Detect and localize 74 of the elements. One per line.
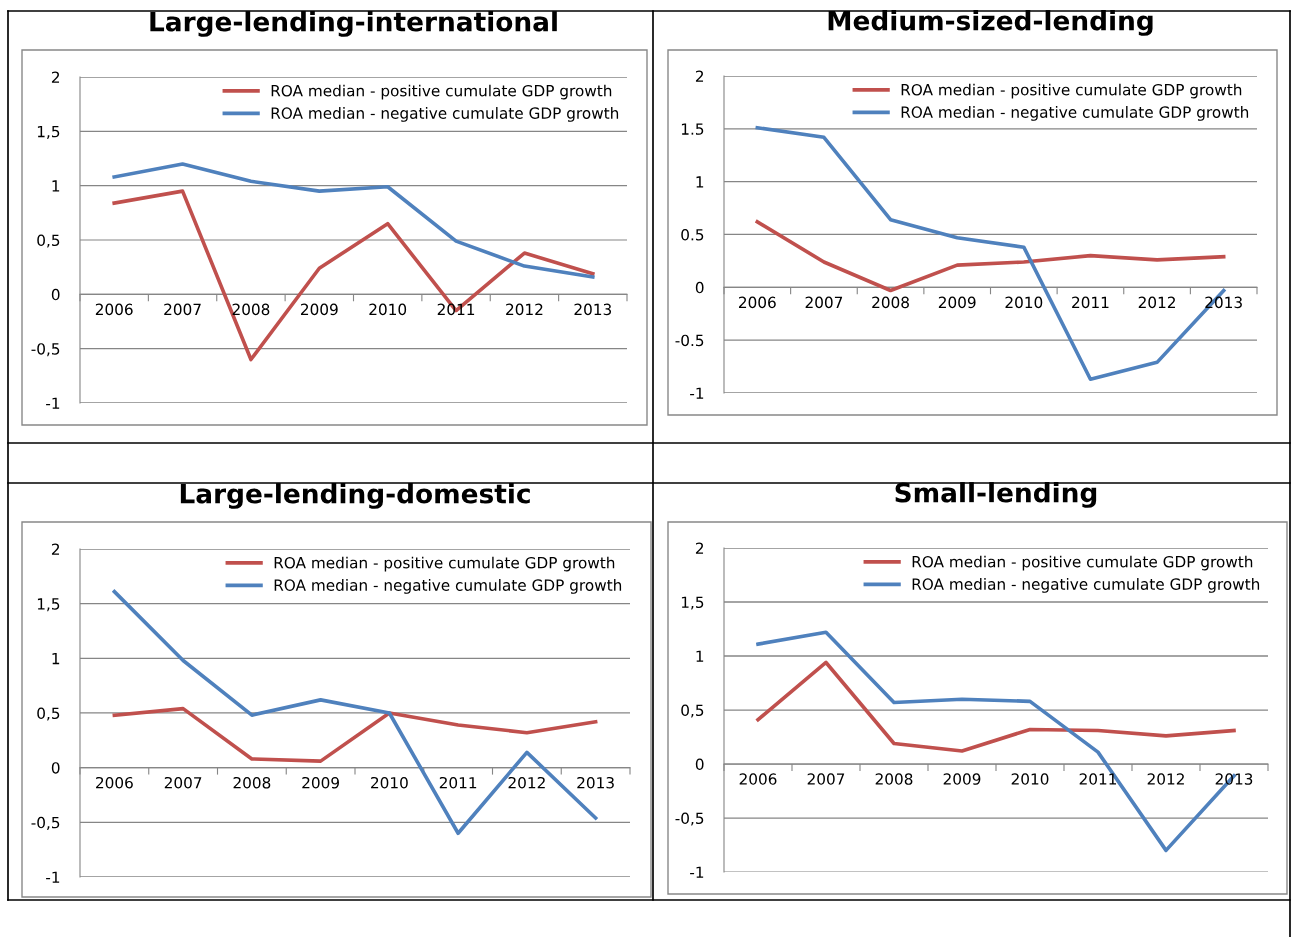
y-tick-label: 0,5 bbox=[681, 704, 704, 718]
y-tick-label: 1,5 bbox=[681, 596, 704, 610]
x-tick-label: 2008 bbox=[872, 296, 909, 309]
y-tick-label: 0 bbox=[51, 288, 60, 301]
x-tick-label: 2010 bbox=[369, 303, 407, 316]
y-tick-label: -0,5 bbox=[31, 816, 60, 830]
legend-label: ROA median - negative cumulate GDP growth bbox=[901, 106, 1249, 121]
y-tick-label: -1 bbox=[46, 871, 60, 883]
y-tick-label: 1 bbox=[52, 180, 60, 192]
x-tick-label: 2013 bbox=[574, 303, 612, 316]
chart-title: Large-lending-international bbox=[150, 11, 557, 37]
y-tick-label: -1 bbox=[46, 397, 60, 409]
x-tick-label: 2007 bbox=[805, 296, 843, 309]
x-tick-label: 2011 bbox=[1072, 296, 1109, 309]
x-tick-label: 2007 bbox=[164, 303, 201, 316]
x-tick-label: 2009 bbox=[300, 303, 338, 316]
x-tick-label: 2012 bbox=[508, 776, 545, 789]
x-tick-label: 2009 bbox=[938, 296, 976, 309]
y-tick-label: 0,5 bbox=[37, 234, 60, 248]
y-tick-label: -0,5 bbox=[675, 812, 704, 826]
x-tick-label: 2008 bbox=[233, 776, 271, 789]
x-tick-label: 2006 bbox=[96, 776, 133, 789]
line-series bbox=[112, 162, 595, 279]
x-tick-label: 2010 bbox=[1005, 296, 1043, 309]
y-tick-label: -1 bbox=[690, 866, 704, 878]
x-tick-label: 2011 bbox=[1079, 773, 1117, 785]
legend-label: ROA median - negative cumulate GDP growth bbox=[912, 578, 1260, 593]
legend-label: ROA median - negative cumulate GDP growth bbox=[271, 107, 619, 122]
chart-title: Small-lending bbox=[895, 482, 1097, 508]
legend-label: ROA median - positive cumulate GDP growth bbox=[271, 84, 612, 100]
y-tick-label: -0,5 bbox=[31, 343, 60, 357]
x-tick-label: 2007 bbox=[164, 776, 202, 789]
x-tick-label: 2010 bbox=[1011, 773, 1049, 785]
x-tick-label: 2012 bbox=[1147, 773, 1184, 785]
legend-label: ROA median - positive cumulate GDP growth bbox=[901, 83, 1242, 99]
y-tick-label: 2 bbox=[695, 70, 704, 82]
line-series bbox=[112, 706, 598, 763]
y-tick-label: 0.5 bbox=[681, 228, 704, 241]
y-tick-label: 1.5 bbox=[681, 123, 704, 135]
y-tick-label: -1 bbox=[690, 387, 704, 399]
line-series bbox=[755, 220, 1226, 293]
y-tick-label: 0 bbox=[51, 762, 60, 774]
y-tick-label: 1,5 bbox=[37, 126, 60, 139]
legend-label: ROA median - negative cumulate GDP growth bbox=[274, 579, 622, 594]
x-tick-label: 2010 bbox=[371, 776, 408, 789]
x-tick-label: 2012 bbox=[1138, 296, 1175, 309]
x-tick-label: 2006 bbox=[95, 303, 133, 316]
x-tick-label: 2012 bbox=[506, 303, 543, 316]
y-tick-label: 1 bbox=[696, 650, 704, 662]
y-tick-label: 1 bbox=[696, 176, 704, 188]
y-tick-label: 2 bbox=[695, 542, 704, 554]
x-tick-label: 2011 bbox=[437, 303, 475, 316]
x-tick-label: 2006 bbox=[738, 296, 776, 309]
x-tick-label: 2008 bbox=[875, 773, 913, 785]
x-tick-label: 2007 bbox=[807, 773, 845, 785]
x-tick-label: 2006 bbox=[739, 773, 777, 785]
y-tick-label: 1 bbox=[52, 653, 60, 665]
legend-label: ROA median - positive cumulate GDP growth bbox=[912, 555, 1253, 571]
chart-title: Large-lending-domestic bbox=[180, 483, 530, 509]
x-tick-label: 2013 bbox=[577, 776, 614, 789]
legend-label: ROA median - positive cumulate GDP growth bbox=[274, 556, 615, 572]
line-series bbox=[756, 660, 1236, 753]
x-tick-label: 2009 bbox=[943, 773, 981, 785]
y-tick-label: 0,5 bbox=[37, 707, 60, 721]
y-tick-label: 2 bbox=[51, 71, 60, 83]
y-tick-label: 0 bbox=[695, 758, 704, 771]
y-tick-label: 2 bbox=[51, 543, 60, 555]
chart-title: Medium-sized-lending bbox=[828, 10, 1153, 36]
x-tick-label: 2009 bbox=[302, 776, 339, 789]
x-tick-label: 2011 bbox=[439, 776, 477, 789]
y-tick-label: 1,5 bbox=[37, 598, 60, 612]
y-tick-label: -0.5 bbox=[675, 334, 704, 347]
x-tick-label: 2008 bbox=[232, 303, 270, 316]
y-tick-label: 0 bbox=[695, 281, 704, 294]
